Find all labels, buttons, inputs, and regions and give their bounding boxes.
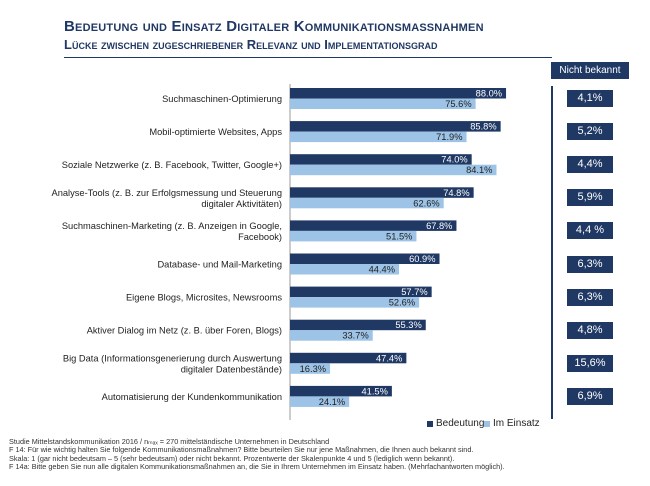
legend-swatch-im-einsatz	[484, 421, 490, 427]
bar-bedeutung	[290, 154, 472, 165]
category-label: Suchmaschinen-Optimierung	[162, 94, 282, 104]
data-label-im-einsatz: 75.6%	[445, 99, 471, 109]
category-label: Mobil-optimierte Websites, Apps	[149, 127, 282, 137]
data-label-bedeutung: 74.0%	[441, 155, 467, 165]
category-label-line: Suchmaschinen-Marketing (z. B. Anzeigen …	[62, 221, 282, 231]
data-label-bedeutung: 60.9%	[409, 254, 435, 264]
category-label-line: Facebook)	[238, 232, 282, 242]
chart-title: Bedeutung und Einsatz Digitaler Kommunik…	[64, 18, 484, 35]
data-label-im-einsatz: 51.5%	[386, 231, 412, 241]
legend-label-bedeutung: Bedeutung	[436, 418, 485, 429]
category-label-line: Soziale Netzwerke (z. B. Facebook, Twitt…	[62, 160, 282, 170]
data-label-im-einsatz: 44.4%	[369, 265, 395, 275]
category-label: Aktiver Dialog im Netz (z. B. über Foren…	[87, 326, 282, 336]
footnote-scale: Skala: 1 (gar nicht bedeutsam – 5 (sehr …	[9, 453, 455, 463]
not-known-value: 4,1%	[567, 90, 613, 107]
data-label-bedeutung: 67.8%	[426, 221, 452, 231]
bar-im-einsatz	[290, 264, 400, 275]
footnote-question-14a: F 14a: Bitte geben Sie nun alle digitale…	[9, 462, 505, 472]
category-label: Suchmaschinen-Marketing (z. B. Anzeigen …	[62, 221, 282, 242]
data-label-bedeutung: 88.0%	[476, 89, 502, 99]
legend-label-im-einsatz: Im Einsatz	[493, 418, 540, 429]
not-known-value: 5,9%	[567, 189, 613, 207]
bar-im-einsatz	[290, 363, 331, 374]
data-label-bedeutung: 85.8%	[470, 122, 496, 132]
category-label: Soziale Netzwerke (z. B. Facebook, Twitt…	[62, 160, 282, 170]
category-label: Analyse-Tools (z. B. zur Erfolgsmessung …	[52, 188, 282, 209]
data-label-im-einsatz: 84.1%	[466, 165, 492, 175]
category-label-line: Eigene Blogs, Microsites, Newsrooms	[126, 293, 282, 303]
data-label-im-einsatz: 71.9%	[436, 132, 462, 142]
bar-bedeutung	[290, 319, 426, 331]
not-known-value: 4,4 %	[567, 222, 613, 240]
category-label-line: Suchmaschinen-Optimierung	[162, 94, 282, 104]
data-label-bedeutung: 47.4%	[376, 353, 402, 363]
data-label-bedeutung: 41.5%	[362, 386, 388, 396]
not-known-header: Nicht bekannt	[551, 62, 629, 79]
data-label-bedeutung: 55.3%	[395, 320, 421, 330]
bar-im-einsatz	[290, 230, 417, 242]
footnote-source: Studie Mittelstandskommunikation 2016 / …	[9, 437, 330, 446]
category-label: Eigene Blogs, Microsites, Newsrooms	[126, 293, 282, 303]
footnote-question-14: F 14: Für wie wichtig halten Sie folgend…	[9, 445, 474, 455]
category-label-line: digitaler Aktivitäten)	[201, 199, 282, 209]
not-known-value: 6,9%	[567, 387, 613, 405]
data-label-bedeutung: 57.7%	[401, 287, 427, 297]
category-label-line: Mobil-optimierte Websites, Apps	[149, 127, 282, 137]
not-known-value: 4,4%	[567, 156, 613, 174]
bar-bedeutung	[290, 253, 440, 264]
data-label-im-einsatz: 24.1%	[319, 397, 345, 407]
bar-im-einsatz	[290, 131, 467, 143]
bar-im-einsatz	[290, 330, 373, 341]
category-label: Database- und Mail-Marketing	[157, 260, 282, 270]
legend-swatch-bedeutung	[427, 421, 433, 427]
bar-bedeutung	[290, 385, 392, 397]
category-label-line: digitaler Datenbestände)	[181, 364, 282, 374]
bar-bedeutung	[290, 352, 407, 364]
category-label: Automatisierung der Kundenkommunikation	[102, 392, 282, 402]
bar-bedeutung	[290, 286, 432, 298]
bar-bedeutung	[290, 187, 474, 198]
footnotes: Studie Mittelstandskommunikation 2016 / …	[9, 437, 639, 472]
data-label-im-einsatz: 33.7%	[342, 331, 368, 341]
bar-im-einsatz	[290, 197, 444, 209]
not-known-value: 15,6%	[567, 354, 613, 372]
title-underline	[64, 57, 552, 58]
bar-bedeutung	[290, 121, 501, 132]
data-label-im-einsatz: 62.6%	[413, 198, 439, 208]
bar-im-einsatz	[290, 164, 497, 176]
not-known-value: 5,2%	[567, 123, 613, 141]
category-label-line: Automatisierung der Kundenkommunikation	[102, 392, 282, 402]
bar-bedeutung	[290, 88, 507, 99]
not-known-value: 6,3%	[567, 288, 613, 306]
category-label-line: Database- und Mail-Marketing	[157, 260, 282, 270]
data-label-im-einsatz: 52.6%	[389, 298, 415, 308]
category-label-line: Big Data (Informationsgenerierung durch …	[63, 353, 282, 363]
not-known-value: 6,3%	[567, 255, 613, 273]
data-label-bedeutung: 74.8%	[443, 188, 469, 198]
bar-im-einsatz	[290, 396, 350, 407]
not-known-divider	[551, 86, 553, 419]
not-known-value: 4,8%	[567, 321, 613, 339]
category-label-line: Analyse-Tools (z. B. zur Erfolgsmessung …	[52, 188, 282, 198]
chart-subtitle: Lücke zwischen zugeschriebener Relevanz …	[64, 37, 438, 52]
bar-bedeutung	[290, 220, 457, 231]
category-label: Big Data (Informationsgenerierung durch …	[63, 353, 282, 374]
bar-im-einsatz	[290, 98, 476, 109]
data-label-im-einsatz: 16.3%	[300, 364, 326, 374]
category-label-line: Aktiver Dialog im Netz (z. B. über Foren…	[87, 326, 282, 336]
bar-im-einsatz	[290, 297, 420, 308]
